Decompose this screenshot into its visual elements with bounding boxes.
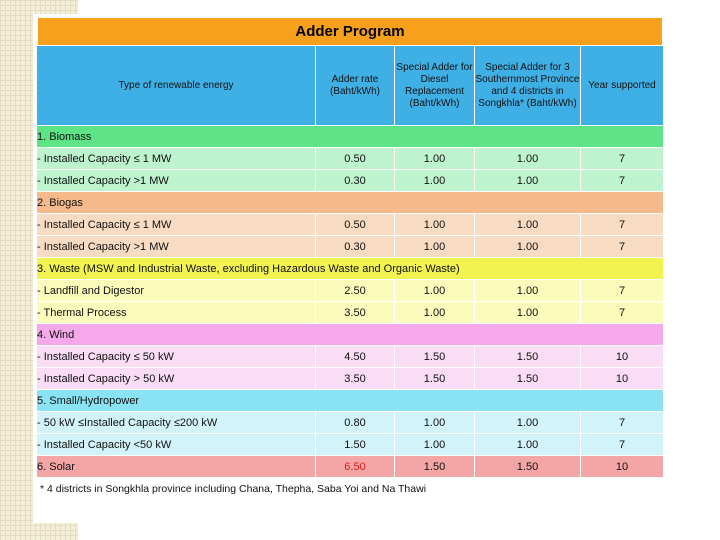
- section-row-biomass: 1. Biomass: [36, 125, 664, 148]
- header-row: Type of renewable energy Adder rate (Bah…: [36, 45, 664, 126]
- adder-cell: 3.50: [315, 367, 395, 390]
- footnote: * 4 districts in Songkhla province inclu…: [40, 483, 427, 495]
- type-cell: - Installed Capacity >1 MW: [36, 169, 316, 192]
- type-cell: - Installed Capacity ≤ 1 MW: [36, 147, 316, 170]
- table-row: - Installed Capacity >1 MW 0.30 1.00 1.0…: [36, 169, 664, 192]
- south-cell: 1.00: [474, 235, 581, 258]
- section-label: 3. Waste (MSW and Industrial Waste, excl…: [36, 257, 664, 280]
- adder-cell: 1.50: [315, 433, 395, 456]
- section-label: 6. Solar: [36, 455, 316, 478]
- section-row-hydropower: 5. Small/Hydropower: [36, 389, 664, 412]
- diesel-cell: 1.00: [394, 169, 475, 192]
- year-cell: 10: [580, 345, 664, 368]
- year-cell: 10: [580, 367, 664, 390]
- diesel-cell: 1.00: [394, 213, 475, 236]
- table-row: - Installed Capacity ≤ 50 kW 4.50 1.50 1…: [36, 345, 664, 368]
- section-label: 5. Small/Hydropower: [36, 389, 664, 412]
- table-row: - Installed Capacity ≤ 1 MW 0.50 1.00 1.…: [36, 147, 664, 170]
- section-row-wind: 4. Wind: [36, 323, 664, 346]
- adder-cell: 0.50: [315, 213, 395, 236]
- header-type: Type of renewable energy: [36, 45, 316, 126]
- table-row: - Installed Capacity <50 kW 1.50 1.00 1.…: [36, 433, 664, 456]
- south-cell: 1.00: [474, 147, 581, 170]
- year-cell: 7: [580, 433, 664, 456]
- south-cell: 1.00: [474, 301, 581, 324]
- header-south-adder: Special Adder for 3 Southernmost Provinc…: [474, 45, 581, 126]
- adder-cell: 2.50: [315, 279, 395, 302]
- solar-adder-cell: 6.50: [315, 455, 395, 478]
- diesel-cell: 1.00: [394, 147, 475, 170]
- adder-cell: 0.30: [315, 169, 395, 192]
- adder-cell: 0.50: [315, 147, 395, 170]
- header-year: Year supported: [580, 45, 664, 126]
- type-cell: - Landfill and Digestor: [36, 279, 316, 302]
- table-row: - 50 kW ≤Installed Capacity ≤200 kW 0.80…: [36, 411, 664, 434]
- type-cell: - 50 kW ≤Installed Capacity ≤200 kW: [36, 411, 316, 434]
- south-cell: 1.50: [474, 345, 581, 368]
- solar-diesel-cell: 1.50: [394, 455, 475, 478]
- table-row: - Installed Capacity > 50 kW 3.50 1.50 1…: [36, 367, 664, 390]
- table-row: - Landfill and Digestor 2.50 1.00 1.00 7: [36, 279, 664, 302]
- header-diesel-adder: Special Adder for Diesel Replacement (Ba…: [394, 45, 475, 126]
- table-row: - Installed Capacity >1 MW 0.30 1.00 1.0…: [36, 235, 664, 258]
- adder-table: Type of renewable energy Adder rate (Bah…: [36, 45, 664, 478]
- solar-year-cell: 10: [580, 455, 664, 478]
- diesel-cell: 1.50: [394, 367, 475, 390]
- diesel-cell: 1.00: [394, 433, 475, 456]
- table-row: - Thermal Process 3.50 1.00 1.00 7: [36, 301, 664, 324]
- diesel-cell: 1.00: [394, 301, 475, 324]
- type-cell: - Installed Capacity >1 MW: [36, 235, 316, 258]
- year-cell: 7: [580, 147, 664, 170]
- diesel-cell: 1.00: [394, 235, 475, 258]
- south-cell: 1.00: [474, 433, 581, 456]
- year-cell: 7: [580, 213, 664, 236]
- type-cell: - Installed Capacity <50 kW: [36, 433, 316, 456]
- diesel-cell: 1.00: [394, 279, 475, 302]
- section-row-solar: 6. Solar 6.50 1.50 1.50 10: [36, 455, 664, 478]
- south-cell: 1.00: [474, 169, 581, 192]
- adder-cell: 0.80: [315, 411, 395, 434]
- section-row-biogas: 2. Biogas: [36, 191, 664, 214]
- type-cell: - Thermal Process: [36, 301, 316, 324]
- diesel-cell: 1.50: [394, 345, 475, 368]
- adder-program-sheet: Adder Program Type of renewable energy A…: [33, 14, 665, 523]
- header-adder-rate: Adder rate (Baht/kWh): [315, 45, 395, 126]
- diesel-cell: 1.00: [394, 411, 475, 434]
- adder-cell: 3.50: [315, 301, 395, 324]
- section-label: 2. Biogas: [36, 191, 664, 214]
- year-cell: 7: [580, 169, 664, 192]
- year-cell: 7: [580, 279, 664, 302]
- south-cell: 1.50: [474, 367, 581, 390]
- year-cell: 7: [580, 411, 664, 434]
- year-cell: 7: [580, 301, 664, 324]
- solar-south-cell: 1.50: [474, 455, 581, 478]
- south-cell: 1.00: [474, 279, 581, 302]
- table-row: - Installed Capacity ≤ 1 MW 0.50 1.00 1.…: [36, 213, 664, 236]
- adder-cell: 0.30: [315, 235, 395, 258]
- section-label: 1. Biomass: [36, 125, 664, 148]
- type-cell: - Installed Capacity > 50 kW: [36, 367, 316, 390]
- section-row-waste: 3. Waste (MSW and Industrial Waste, excl…: [36, 257, 664, 280]
- south-cell: 1.00: [474, 411, 581, 434]
- year-cell: 7: [580, 235, 664, 258]
- section-label: 4. Wind: [36, 323, 664, 346]
- table-title: Adder Program: [38, 18, 662, 45]
- south-cell: 1.00: [474, 213, 581, 236]
- type-cell: - Installed Capacity ≤ 50 kW: [36, 345, 316, 368]
- type-cell: - Installed Capacity ≤ 1 MW: [36, 213, 316, 236]
- adder-cell: 4.50: [315, 345, 395, 368]
